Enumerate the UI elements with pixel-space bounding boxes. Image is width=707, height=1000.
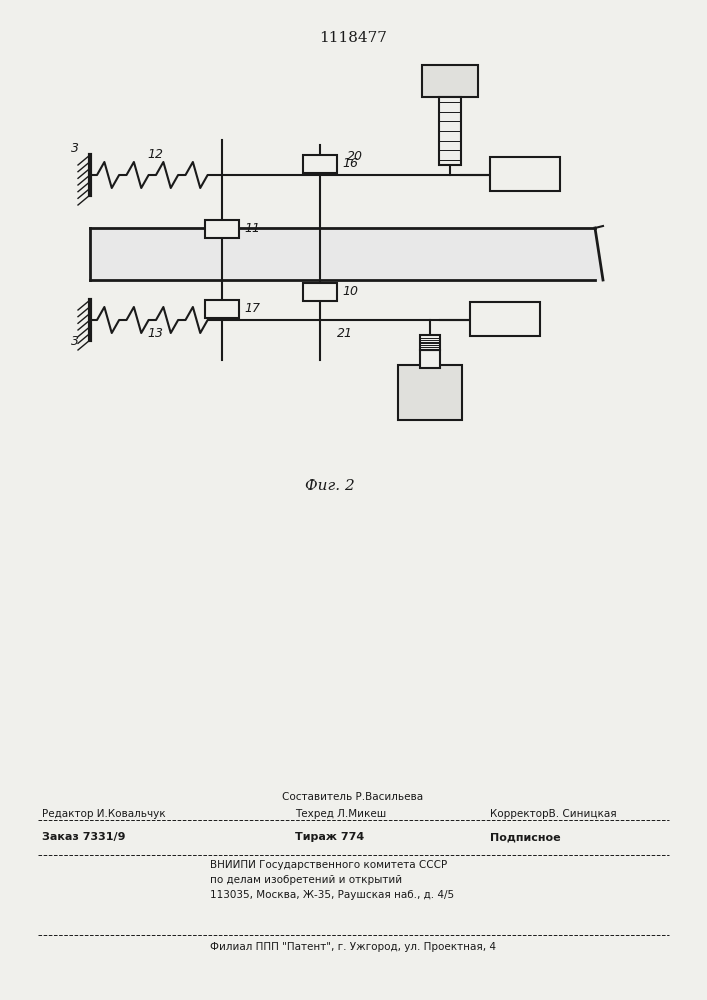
Text: Техред Л.Микеш: Техред Л.Микеш: [295, 809, 386, 819]
Bar: [490, 157, 560, 191]
Bar: [470, 302, 540, 336]
Text: 19: 19: [477, 312, 493, 325]
Bar: [422, 65, 478, 97]
Text: 3: 3: [71, 142, 79, 155]
Text: 20: 20: [347, 150, 363, 163]
Bar: [205, 220, 239, 238]
Text: 1118477: 1118477: [319, 31, 387, 45]
Text: Подписное: Подписное: [490, 832, 561, 842]
Text: 12: 12: [147, 148, 163, 161]
Text: 14: 14: [462, 65, 478, 78]
Text: 3: 3: [71, 335, 79, 348]
Bar: [420, 350, 440, 368]
Text: ВНИИПИ Государственного комитета СССР: ВНИИПИ Государственного комитета СССР: [210, 860, 448, 870]
Text: 18: 18: [497, 167, 513, 180]
Text: 16: 16: [342, 157, 358, 170]
Text: Редактор И.Ковальчук: Редактор И.Ковальчук: [42, 809, 165, 819]
Text: Филиал ППП "Патент", г. Ужгород, ул. Проектная, 4: Филиал ППП "Патент", г. Ужгород, ул. Про…: [210, 942, 496, 952]
Text: Фиг. 2: Фиг. 2: [305, 479, 355, 493]
Text: 11: 11: [244, 222, 260, 235]
Text: Заказ 7331/9: Заказ 7331/9: [42, 832, 126, 842]
Polygon shape: [90, 228, 603, 280]
Bar: [398, 365, 462, 420]
Text: 21: 21: [337, 327, 353, 340]
Text: КорректорВ. Синицкая: КорректорВ. Синицкая: [490, 809, 617, 819]
Text: 17: 17: [244, 302, 260, 315]
Text: 113035, Москва, Ж-35, Раушская наб., д. 4/5: 113035, Москва, Ж-35, Раушская наб., д. …: [210, 890, 454, 900]
Text: 15: 15: [442, 400, 458, 413]
Text: Составитель Р.Васильева: Составитель Р.Васильева: [282, 792, 423, 802]
Bar: [420, 335, 440, 350]
Bar: [303, 283, 337, 301]
Text: Тираж 774: Тираж 774: [295, 832, 364, 842]
Text: по делам изобретений и открытий: по делам изобретений и открытий: [210, 875, 402, 885]
Bar: [303, 155, 337, 173]
Bar: [205, 300, 239, 318]
Bar: [439, 97, 461, 165]
Text: 13: 13: [147, 327, 163, 340]
Text: 10: 10: [342, 285, 358, 298]
